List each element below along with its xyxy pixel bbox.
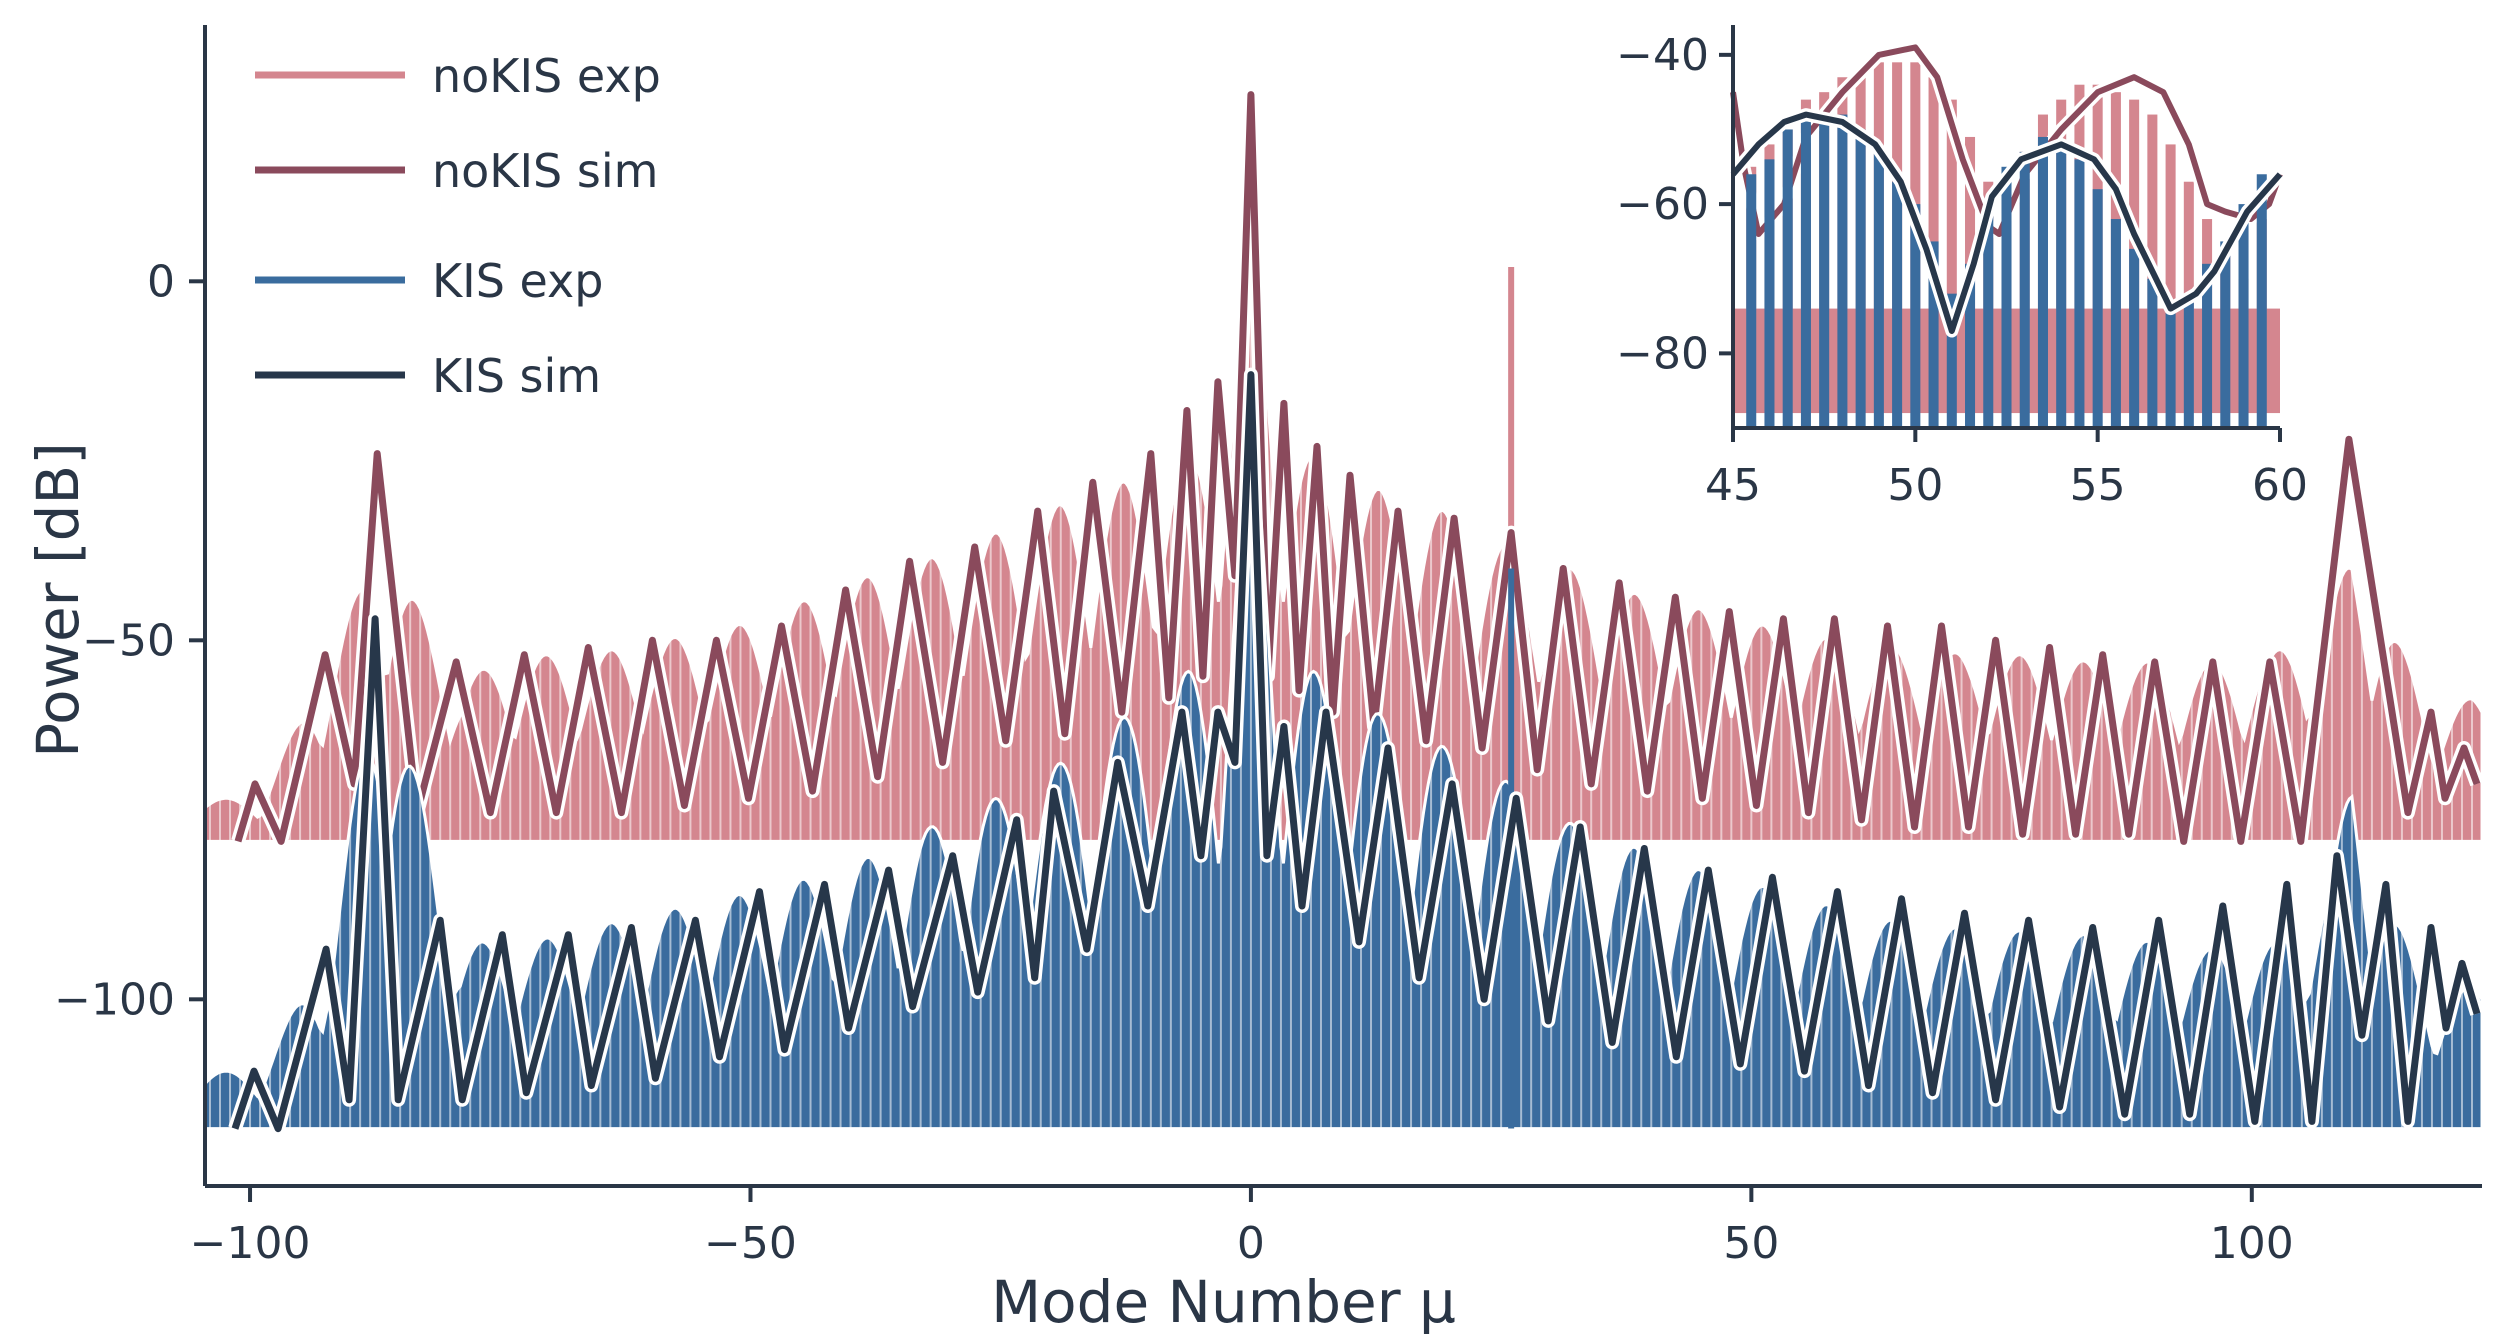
inset-bar-noKIS_exp — [2129, 99, 2140, 309]
y-tick-label: −100 — [54, 974, 175, 1025]
legend-label-noKIS-exp: noKIS exp — [432, 49, 661, 103]
inset-bar-KIS_exp — [2202, 263, 2213, 428]
x-tick-label: −100 — [190, 1218, 311, 1269]
inset-bar-KIS_exp — [2056, 144, 2067, 428]
inset-bar-KIS_exp — [2129, 248, 2140, 428]
inset-bar-noKIS_exp — [1965, 136, 1976, 309]
series-line-KIS_sim — [1730, 111, 2283, 334]
inset-bar-noKIS_exp — [1928, 77, 1939, 309]
inset-bar-KIS_exp — [2165, 308, 2176, 428]
series-line-KIS_sim — [231, 371, 2481, 1133]
x-axis-title: Mode Number μ — [991, 1268, 1456, 1336]
inset-bar-noKIS_exp — [2165, 144, 2176, 309]
x-tick-label: 100 — [2210, 1218, 2294, 1269]
series-noKIS_sim — [231, 87, 2484, 849]
inset-x-tick-label: 60 — [2252, 460, 2308, 511]
inset-x-tick-label: 50 — [1887, 460, 1943, 511]
inset-bar-KIS_exp — [2147, 278, 2158, 428]
inset-series-KIS_sim — [1728, 108, 2285, 338]
inset-bar-KIS_exp — [1855, 129, 1866, 428]
legend-label-noKIS-sim: noKIS sim — [432, 144, 658, 198]
inset-bar-noKIS_exp — [1910, 62, 1921, 309]
inset-bar-KIS_exp — [1983, 204, 1994, 428]
legend: noKIS exp noKIS sim KIS exp KIS sim — [255, 49, 661, 403]
inset-x-tick-label: 45 — [1705, 460, 1761, 511]
inset-bar-KIS_exp — [1910, 204, 1921, 428]
inset-data-marks — [1726, 25, 2287, 429]
inset-bar-KIS_exp — [2183, 293, 2194, 428]
inset-y-tick-label: −80 — [1616, 328, 1709, 379]
inset-bar-KIS_exp — [2001, 166, 2012, 428]
inset-bar-KIS_exp — [1965, 263, 1976, 428]
inset-y-tick-label: −60 — [1616, 179, 1709, 230]
inset-bar-KIS_exp — [1800, 114, 1811, 429]
inset-bar-noKIS_exp — [1946, 99, 1957, 309]
inset-bar-KIS_exp — [2256, 174, 2267, 428]
inset-bar-KIS_exp — [1764, 159, 1775, 429]
inset-x-tick-label: 55 — [2070, 460, 2126, 511]
series-KIS_sim — [228, 367, 2484, 1136]
main-axes: −100 −50 0 50 100 0 −50 −100 Mode Number μ Power … — [24, 25, 2482, 1336]
inset-bar-KIS_exp — [2220, 241, 2231, 428]
inset-bar-KIS_exp — [2238, 204, 2249, 428]
inset-bar-KIS_exp — [2019, 151, 2030, 429]
inset-bar-KIS_exp — [1837, 114, 1848, 429]
inset-bar-KIS_exp — [1928, 241, 1939, 428]
main-plot-area: −100 −50 0 50 100 0 −50 −100 Mode Number μ Power … — [24, 25, 2484, 1336]
x-tick-label: −50 — [704, 1218, 797, 1269]
inset-series-KIS_exp — [1746, 114, 2267, 429]
inset-bar-KIS_exp — [1782, 129, 1793, 428]
inset-bar-KIS_exp — [2037, 136, 2048, 428]
inset-series-noKIS_sim — [1726, 40, 2287, 241]
inset-bar-noKIS_exp — [2183, 181, 2194, 309]
y-tick-label: 0 — [147, 256, 175, 307]
inset-bar-KIS_exp — [2074, 159, 2085, 429]
inset-bar-KIS_exp — [1946, 293, 1957, 428]
inset-bar-KIS_exp — [1819, 114, 1830, 429]
inset-bar-KIS_exp — [2092, 189, 2103, 428]
inset-bar-noKIS_exp — [2147, 114, 2158, 309]
inset-bar-KIS_exp — [1746, 174, 1757, 428]
legend-label-KIS-sim: KIS sim — [432, 349, 601, 403]
inset-bar-KIS_exp — [1873, 151, 1884, 429]
y-tick-label: −50 — [82, 615, 175, 666]
inset-plot-area: 45 50 55 60 −40 −60 −80 — [1616, 25, 2308, 511]
inset-y-tick-label: −40 — [1616, 30, 1709, 81]
inset-axes: 45 50 55 60 −40 −60 −80 — [1616, 25, 2308, 511]
inset-bar-KIS_exp — [1892, 181, 1903, 428]
x-tick-label: 50 — [1723, 1218, 1779, 1269]
series-line-noKIS_sim — [1730, 44, 2283, 237]
legend-label-KIS-exp: KIS exp — [432, 254, 603, 308]
y-axis-title: Power [dB] — [24, 442, 92, 758]
x-tick-label: 0 — [1237, 1218, 1265, 1269]
inset-bar-KIS_exp — [2110, 219, 2121, 428]
series-line-noKIS_sim — [234, 91, 2481, 845]
main-data-marks — [203, 87, 2484, 1136]
